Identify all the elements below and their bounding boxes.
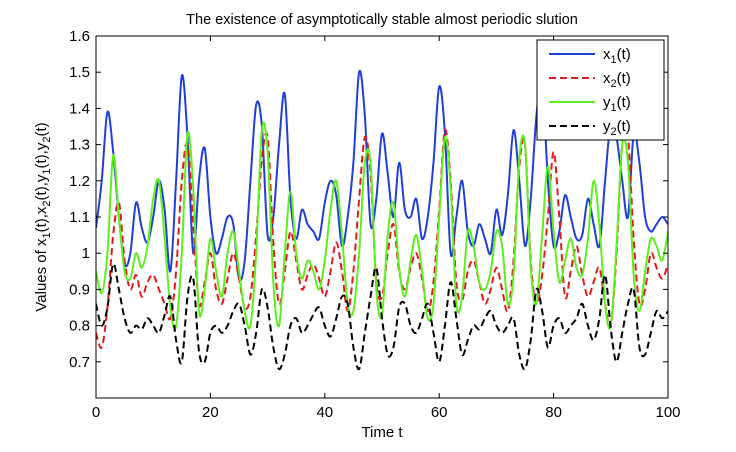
series-line-x1t (96, 69, 668, 282)
x-tick-label: 60 (431, 404, 448, 421)
y-axis-label-part: (t),y (33, 142, 50, 168)
legend-label-part: 2 (611, 126, 617, 138)
y-tick-label: 1.3 (69, 137, 90, 154)
legend-label-part: x (603, 46, 611, 63)
y-tick-label: 1.1 (69, 209, 90, 226)
y-axis-label: Values of x1(t),x2(t),y1(t),y2(t) (33, 122, 53, 311)
plot-area: 0 20 40 60 80 100 0.7 0.8 0.9 1 1.1 1.2 1.3 1.4 1.5 1.6… (33, 12, 681, 441)
legend-label: x1(t) (603, 46, 631, 66)
legend-box (536, 39, 665, 141)
y-tick-label: 1.5 (69, 64, 90, 81)
y-axis-label-part: 2 (41, 137, 53, 143)
y-tick-label: 1.6 (69, 28, 90, 45)
y-tick-label: 1 (82, 245, 90, 262)
x-tick-label: 0 (92, 404, 100, 421)
y-axis-label-part: Values of x (33, 238, 50, 312)
y-axis-label-part: (t) (33, 122, 50, 136)
legend-label-part: 1 (611, 54, 617, 66)
legend: x1(t)x2(t)y1(t)y2(t) (536, 39, 665, 141)
y-axis-label-part: (t),y (33, 174, 50, 200)
legend-label-part: (t) (617, 70, 631, 87)
legend-label-part: y (603, 94, 611, 111)
legend-label: y1(t) (603, 94, 631, 114)
y-tick-label: 1.4 (69, 100, 90, 117)
legend-label: y2(t) (603, 118, 631, 138)
y-axis-label-part: 1 (41, 168, 53, 174)
y-tick-label: 0.7 (69, 354, 90, 371)
legend-label-part: (t) (617, 46, 631, 63)
x-tick-label: 40 (316, 404, 333, 421)
y-tick-label: 0.9 (69, 281, 90, 298)
legend-label-part: y (603, 118, 611, 135)
y-axis-label-part: (t),x (33, 206, 50, 232)
chart-title: The existence of asymptotically stable a… (186, 12, 578, 28)
x-axis-label: Time t (361, 424, 403, 441)
y-axis-label-part: 2 (41, 200, 53, 206)
legend-label-part: (t) (617, 118, 631, 135)
y-axis-label-part: 1 (41, 232, 53, 238)
series-group (96, 69, 668, 371)
legend-label-part: 1 (611, 102, 617, 114)
x-tick-label: 20 (202, 404, 219, 421)
series-line-y2t (96, 262, 668, 371)
legend-label-part: 2 (611, 78, 617, 90)
y-tick-label: 0.8 (69, 318, 90, 335)
x-tick-label: 80 (545, 404, 562, 421)
y-tick-label: 1.2 (69, 173, 90, 190)
legend-label-part: x (603, 70, 611, 87)
x-tick-label: 100 (655, 404, 680, 421)
legend-label: x2(t) (603, 70, 631, 90)
legend-label-part: (t) (617, 94, 631, 111)
